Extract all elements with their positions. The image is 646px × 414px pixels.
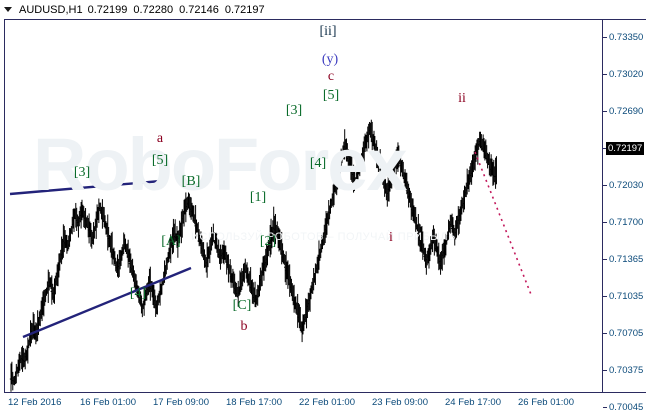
wave-label: b bbox=[240, 319, 248, 334]
wave-label: [2] bbox=[259, 234, 277, 249]
price-tick: 0.73350 bbox=[603, 32, 643, 43]
price-bar-series bbox=[9, 119, 497, 392]
quote-open: 0.72199 bbox=[87, 3, 128, 16]
price-tick-label: 0.73020 bbox=[609, 69, 644, 80]
wave-label: [ii] bbox=[319, 24, 337, 39]
time-tick-label: 23 Feb 09:00 bbox=[372, 397, 428, 408]
quote-low: 0.72146 bbox=[179, 3, 219, 16]
lower-support-trendline[interactable] bbox=[22, 266, 192, 339]
time-tick-label: 26 Feb 01:00 bbox=[518, 397, 574, 408]
wave-label: [B] bbox=[181, 174, 201, 189]
time-tick-label: 24 Feb 17:00 bbox=[445, 397, 501, 408]
price-tick: 0.72690 bbox=[603, 106, 643, 117]
wave-label: [4] bbox=[129, 286, 147, 301]
tick-dash-icon bbox=[603, 110, 607, 112]
price-tick-label: 0.71700 bbox=[609, 217, 644, 228]
trendline-group bbox=[9, 179, 192, 339]
time-tick-label: 22 Feb 01:00 bbox=[299, 397, 355, 408]
wave-label: ii bbox=[458, 91, 466, 106]
current-price-badge: 0.72197 bbox=[606, 142, 645, 155]
wave-label: (y) bbox=[321, 52, 339, 67]
time-tick-label: 12 Feb 2016 bbox=[8, 397, 62, 408]
tick-dash-icon bbox=[603, 258, 607, 260]
price-tick: 0.70045 bbox=[603, 402, 643, 413]
tick-dash-icon bbox=[603, 295, 607, 297]
price-plot-area[interactable]: RoboForex ИСПОЛЬЗУЙ РОБОТОВ – ПОЛУЧАЙ ПР… bbox=[4, 19, 602, 393]
forecast-group bbox=[474, 151, 533, 298]
wave-label: [A] bbox=[161, 234, 181, 249]
price-tick-label: 0.71035 bbox=[609, 291, 644, 302]
tick-dash-icon bbox=[603, 332, 607, 334]
wave-label: [4] bbox=[309, 156, 327, 171]
wave-label: [3] bbox=[73, 165, 91, 180]
price-tick-label: 0.72690 bbox=[609, 106, 644, 117]
wave-label: [1] bbox=[249, 190, 267, 205]
time-tick-label: 18 Feb 17:00 bbox=[226, 397, 282, 408]
wave-label: c bbox=[327, 69, 335, 84]
price-tick: 0.71365 bbox=[603, 254, 643, 265]
time-tick-label: 17 Feb 09:00 bbox=[153, 397, 209, 408]
price-tick: 0.73020 bbox=[603, 69, 643, 80]
price-tick: 0.72030 bbox=[603, 180, 643, 191]
price-tick: 0.71700 bbox=[603, 217, 643, 228]
price-tick-label: 0.70375 bbox=[609, 365, 644, 376]
price-tick: 0.70375 bbox=[603, 365, 643, 376]
bearish-projection-line[interactable] bbox=[474, 151, 533, 298]
price-tick-label: 0.70045 bbox=[609, 402, 644, 413]
wave-label: a bbox=[156, 131, 164, 146]
price-tick-label: 0.70705 bbox=[609, 328, 644, 339]
price-tick: 0.71035 bbox=[603, 291, 643, 302]
price-axis[interactable]: 0.733500.730200.726900.723600.720300.717… bbox=[602, 19, 646, 413]
upper-resistance-trendline[interactable] bbox=[9, 179, 162, 196]
wave-label: [C] bbox=[232, 298, 252, 313]
wave-label: [5] bbox=[322, 88, 340, 103]
price-tick-label: 0.71365 bbox=[609, 254, 644, 265]
price-tick: 0.70705 bbox=[603, 328, 643, 339]
tick-dash-icon bbox=[603, 184, 607, 186]
quote-group: 0.72199 0.72280 0.72146 0.72197 bbox=[88, 4, 265, 16]
triangle-down-icon[interactable] bbox=[4, 7, 12, 12]
price-tick-label: 0.73350 bbox=[609, 32, 644, 43]
tick-dash-icon bbox=[603, 221, 607, 223]
quote-high: 0.72280 bbox=[133, 3, 174, 16]
chart-canvas bbox=[9, 119, 533, 392]
quote-close: 0.72197 bbox=[224, 3, 265, 16]
tick-dash-icon bbox=[603, 73, 607, 75]
price-tick-label: 0.72030 bbox=[609, 180, 644, 191]
wave-label: [5] bbox=[151, 153, 169, 168]
time-tick-label: 16 Feb 01:00 bbox=[80, 397, 136, 408]
time-axis[interactable]: 12 Feb 2016 16 Feb 01:00 17 Feb 09:00 18 Fe… bbox=[4, 393, 602, 414]
wave-label: i bbox=[389, 230, 393, 245]
symbol-quote-bar: AUDUSD,H1 0.72199 0.72280 0.72146 0.7219… bbox=[0, 0, 646, 19]
symbol-label: AUDUSD,H1 bbox=[19, 3, 83, 16]
tick-dash-icon bbox=[603, 369, 607, 371]
tick-dash-icon bbox=[603, 406, 607, 408]
tick-dash-icon bbox=[603, 147, 607, 149]
wave-label: [3] bbox=[285, 103, 303, 118]
tick-dash-icon bbox=[603, 36, 607, 38]
